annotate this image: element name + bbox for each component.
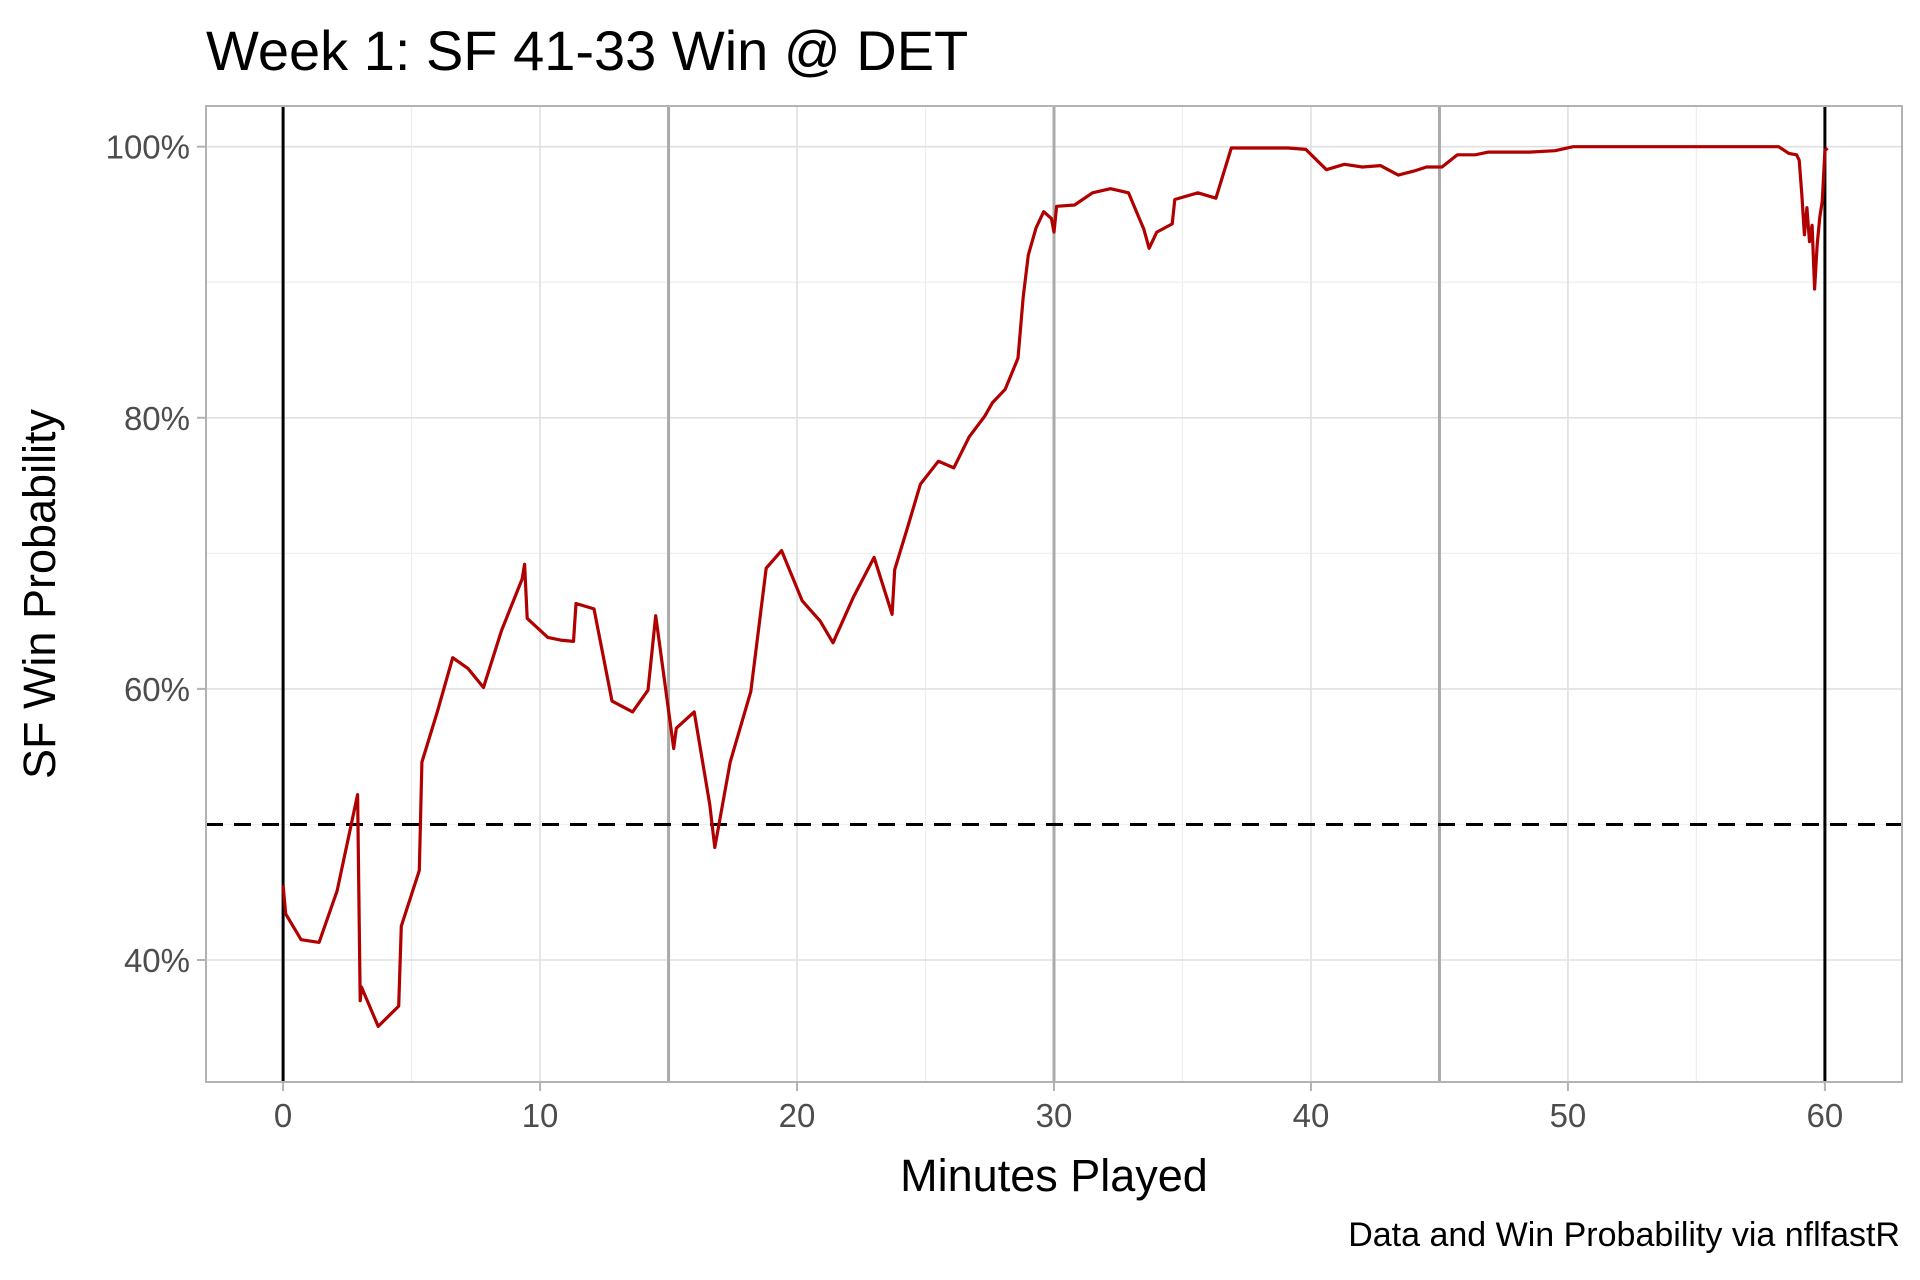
y-axis-title: SF Win Probability — [14, 408, 65, 779]
chart-title: Week 1: SF 41-33 Win @ DET — [206, 19, 969, 82]
x-tick-label: 50 — [1550, 1097, 1587, 1134]
x-axis-ticks: 0 10 20 30 40 50 60 — [274, 1082, 1843, 1134]
chart-caption: Data and Win Probability via nflfastR — [1348, 1216, 1900, 1254]
y-tick-label: 40% — [124, 942, 190, 979]
x-tick-label: 20 — [779, 1097, 816, 1134]
y-tick-label: 60% — [124, 671, 190, 708]
x-tick-label: 60 — [1807, 1097, 1844, 1134]
win-probability-line — [281, 145, 1829, 1028]
y-axis-ticks: 40% 60% 80% 100% — [106, 129, 206, 979]
game-bound-lines — [281, 106, 1827, 1082]
x-axis-title: Minutes Played — [900, 1150, 1208, 1201]
y-tick-label: 80% — [124, 400, 190, 437]
y-tick-label: 100% — [106, 129, 190, 166]
x-tick-label: 30 — [1036, 1097, 1073, 1134]
quarter-lines — [667, 106, 1441, 1082]
x-tick-label: 0 — [274, 1097, 292, 1134]
x-tick-label: 40 — [1293, 1097, 1330, 1134]
x-tick-label: 10 — [522, 1097, 559, 1134]
